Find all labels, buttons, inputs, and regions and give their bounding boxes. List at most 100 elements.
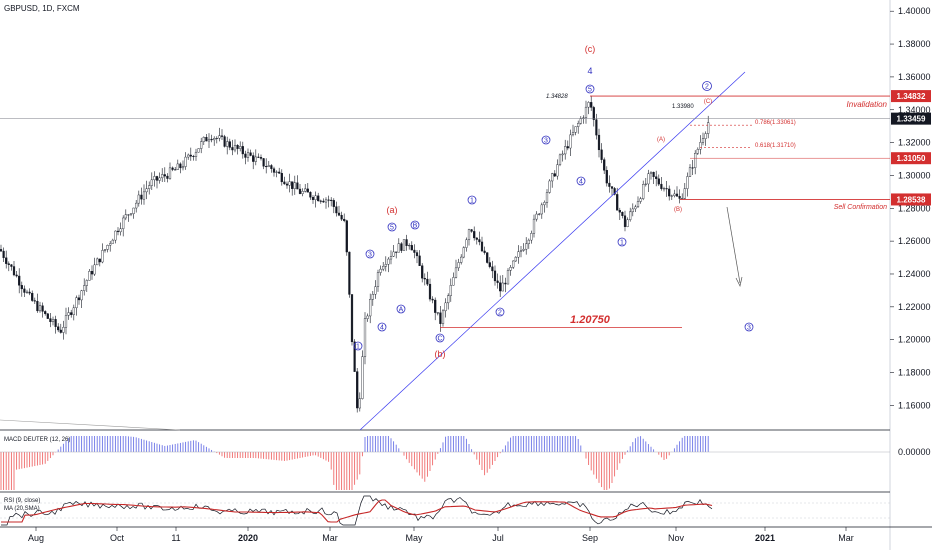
candle-body	[93, 264, 96, 275]
candle-body	[514, 256, 517, 262]
candle-body	[603, 159, 606, 171]
candle-body	[363, 318, 367, 357]
candle-body	[137, 194, 140, 204]
projection-arrow	[726, 206, 741, 284]
candle-body	[80, 290, 83, 301]
time-tick-label: Oct	[110, 533, 125, 543]
svg-text:5: 5	[390, 225, 394, 232]
candle-body	[231, 147, 234, 151]
candle-body	[488, 262, 491, 267]
time-ticks: Aug Oct 11 2020 Mar May Jul Sep Nov 2021 Mar	[28, 527, 854, 543]
wave-b-label: (b)	[435, 349, 446, 359]
candle-body	[379, 268, 382, 273]
rsi-pane	[0, 495, 890, 526]
svg-text:3: 3	[544, 138, 548, 145]
candle-body	[369, 299, 372, 317]
candle-body	[358, 398, 361, 409]
candle-body	[83, 285, 86, 291]
rsi-ma-line	[1, 499, 713, 523]
recent-high-label: 1.33980	[672, 104, 694, 110]
candle-body	[2, 250, 5, 258]
candle-body	[561, 153, 564, 156]
candle-body	[436, 312, 439, 314]
candle-body	[129, 213, 133, 215]
candle-body	[439, 312, 442, 324]
candle-body	[205, 137, 208, 142]
candle-body	[522, 248, 525, 251]
candle-body	[265, 166, 268, 168]
candle-body	[480, 241, 484, 252]
candle-body	[543, 202, 546, 206]
price-tag-bg	[891, 112, 931, 125]
candle-body	[296, 182, 299, 190]
candle-body	[402, 239, 406, 251]
candle-body	[25, 291, 29, 293]
candle-body	[236, 145, 239, 149]
candle-body	[649, 171, 653, 174]
price-tags: 1.34832 1.33459 1.31050 1.28538	[891, 90, 931, 206]
candle-body	[187, 154, 190, 158]
rsi-label: RSI (9, close)	[4, 498, 40, 504]
candle-body	[681, 198, 684, 200]
candle-body	[431, 298, 434, 301]
candle-body	[140, 194, 143, 200]
candle-body	[15, 274, 18, 277]
price-tag-label: 1.28538	[897, 195, 926, 204]
svg-text:C: C	[437, 336, 442, 343]
candle-body	[415, 252, 419, 257]
candle-body	[428, 283, 432, 300]
candle-body	[317, 195, 320, 202]
candle-body	[181, 166, 185, 169]
svg-text:5: 5	[588, 87, 592, 94]
candle-body	[686, 176, 689, 189]
candle-body	[350, 294, 354, 343]
candle-body	[49, 318, 52, 323]
time-tick-label: 2021	[755, 533, 775, 543]
candle-body	[241, 146, 244, 155]
candle-body	[124, 214, 127, 219]
invalidation-label: Invalidation	[847, 100, 888, 109]
candle-body	[111, 239, 114, 244]
candle-body	[366, 315, 369, 319]
candle-body	[608, 182, 611, 187]
candle-body	[657, 178, 660, 185]
candle-body	[5, 257, 8, 264]
rsi-ma-label: MA (20,SMA)	[4, 506, 40, 512]
price-tick-label: 1.30000	[898, 170, 931, 180]
time-tick-label: Mar	[838, 533, 854, 543]
wave-a-label: (a)	[387, 205, 398, 215]
svg-text:1: 1	[356, 344, 360, 351]
candle-body	[691, 167, 694, 169]
candles-group	[0, 95, 710, 413]
candle-body	[413, 249, 416, 253]
candle-body	[285, 183, 289, 186]
candle-body	[496, 280, 499, 283]
support-level-label: 1.20750	[570, 314, 611, 326]
svg-text:1: 1	[470, 198, 474, 205]
price-tag-bg	[891, 90, 931, 103]
candle-body	[389, 256, 393, 260]
candle-body	[322, 200, 325, 203]
candle-body	[467, 229, 471, 241]
candle-body	[18, 275, 21, 286]
candle-body	[462, 247, 465, 258]
candle-body	[426, 278, 429, 285]
candle-body	[57, 326, 60, 331]
candle-body	[293, 182, 296, 189]
price-tick-label: 1.36000	[898, 72, 931, 82]
candle-body	[634, 206, 637, 210]
candle-body	[166, 175, 169, 179]
svg-text:2: 2	[498, 310, 502, 317]
candle-body	[504, 282, 507, 285]
candle-body	[319, 200, 322, 202]
candle-body	[301, 191, 304, 194]
candle-body	[678, 195, 681, 199]
candle-body	[10, 264, 13, 267]
candle-body	[223, 136, 226, 147]
candle-body	[309, 192, 312, 198]
candle-body	[397, 243, 400, 253]
price-tick-label: 1.40000	[898, 6, 931, 16]
candle-body	[0, 249, 3, 252]
candle-body	[395, 251, 398, 253]
candle-body	[174, 169, 177, 171]
